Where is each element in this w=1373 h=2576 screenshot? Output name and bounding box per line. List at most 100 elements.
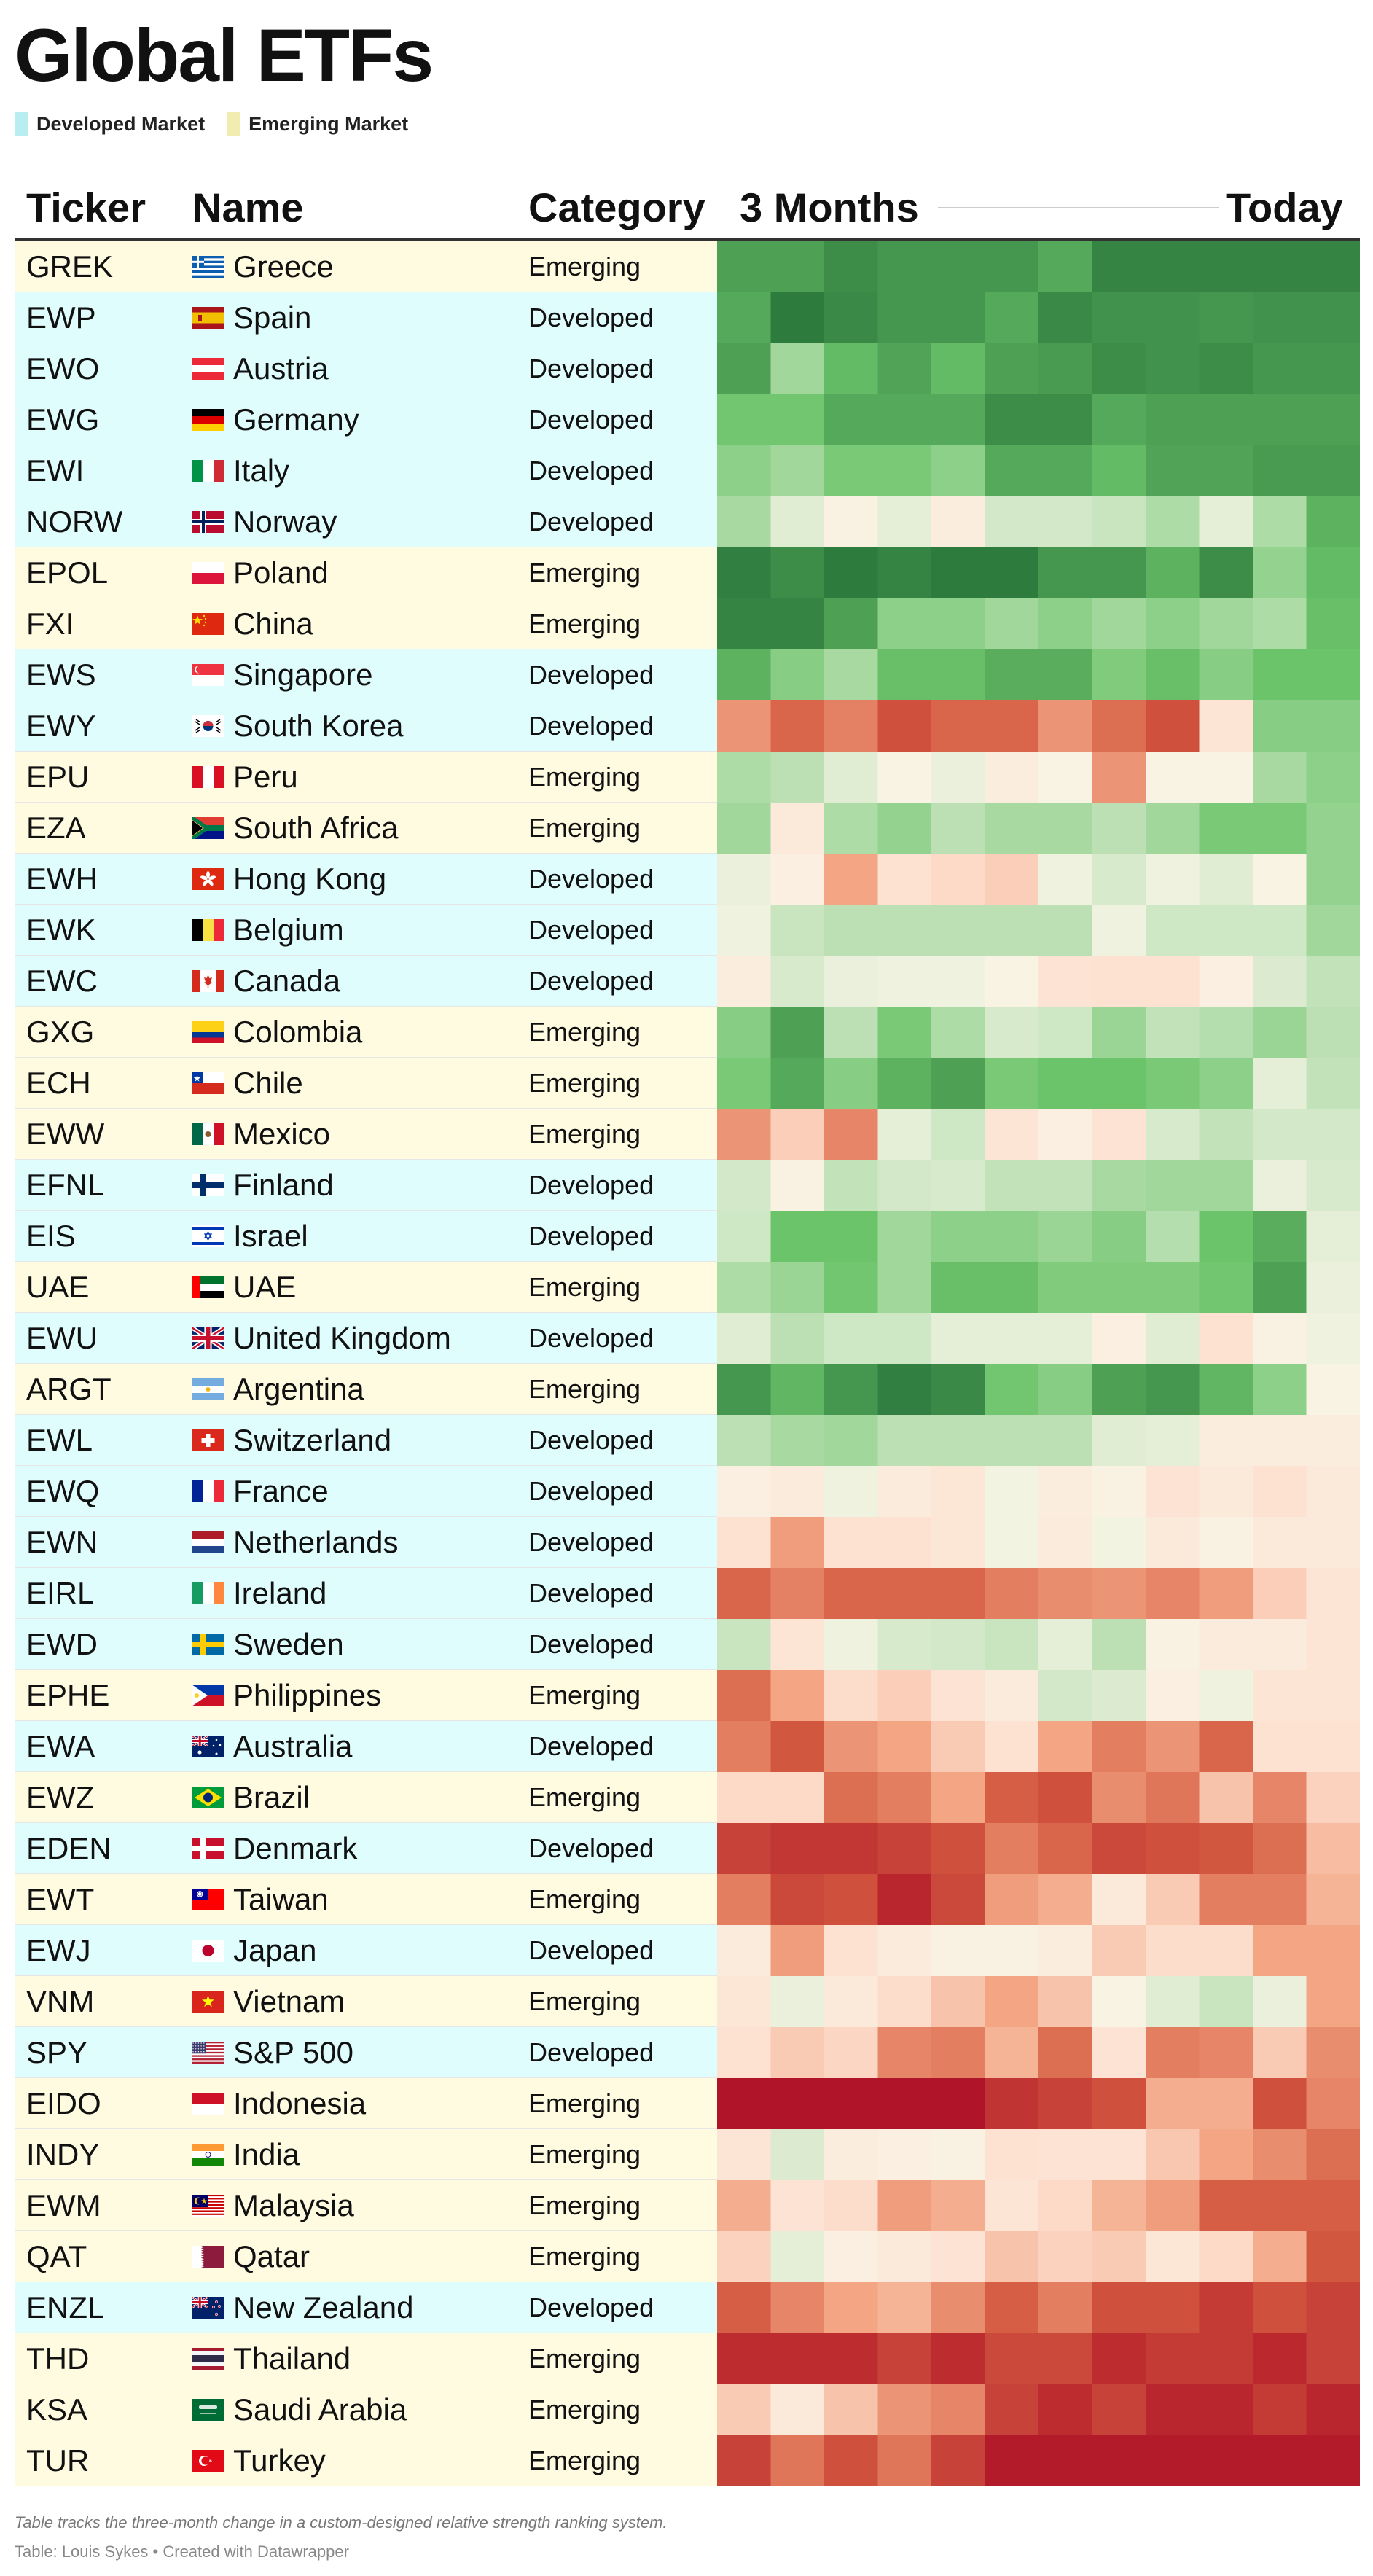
- heatmap-cell: [1253, 700, 1307, 752]
- heatmap-cell: [1038, 1109, 1093, 1160]
- heatmap-row: [717, 1772, 1360, 1823]
- heatmap-cell: [1038, 700, 1093, 752]
- heatmap-cell: [1306, 1721, 1360, 1772]
- heatmap-cell: [1038, 1721, 1093, 1772]
- heatmap-cell: [1306, 292, 1360, 343]
- heatmap-cell: [1038, 2282, 1093, 2333]
- heatmap-cell: [877, 1568, 932, 1619]
- heatmap-cell: [1253, 2384, 1307, 2435]
- heatmap-cell: [1146, 2078, 1200, 2129]
- heatmap-cell: [770, 1721, 825, 1772]
- ticker-cell: EPHE: [26, 1678, 110, 1712]
- heatmap-cell: [1146, 1262, 1200, 1313]
- heatmap-cell: [770, 1364, 825, 1415]
- header-ticker[interactable]: Ticker: [26, 184, 146, 230]
- heatmap-cell: [1306, 394, 1360, 445]
- colombia-flag-icon: [192, 1021, 224, 1043]
- ticker-cell: GREK: [26, 249, 114, 284]
- table-row: EWZ Brazil Emerging: [15, 1772, 1360, 1823]
- heatmap-cell: [1092, 1823, 1146, 1874]
- ticker-cell: EDEN: [26, 1831, 112, 1865]
- name-cell: Israel: [233, 1219, 308, 1253]
- heatmap-cell: [824, 1364, 879, 1415]
- header-name[interactable]: Name: [192, 184, 304, 230]
- heatmap-cell: [877, 1466, 932, 1517]
- heatmap-cell: [824, 394, 879, 445]
- heatmap-cell: [824, 1976, 879, 2027]
- category-cell: Emerging: [528, 1272, 641, 1302]
- name-cell: Germany: [233, 402, 359, 437]
- ticker-cell: EWS: [26, 657, 96, 692]
- heatmap-cell: [1253, 905, 1307, 956]
- heatmap-cell: [877, 1823, 932, 1874]
- heatmap-cell: [985, 1823, 1039, 1874]
- heatmap-cell: [1038, 1619, 1093, 1670]
- heatmap-cell: [1092, 803, 1146, 854]
- heatmap-cell: [824, 1823, 879, 1874]
- ticker-cell: EWD: [26, 1627, 98, 1661]
- header-category[interactable]: Category: [528, 184, 705, 230]
- heatmap-cell: [1306, 1058, 1360, 1109]
- category-cell: Developed: [528, 2037, 654, 2067]
- heatmap-cell: [770, 1211, 825, 1262]
- heatmap-cell: [877, 1925, 932, 1976]
- heatmap-cell: [770, 1925, 825, 1976]
- heatmap-cell: [770, 343, 825, 394]
- ticker-cell: NORW: [26, 504, 123, 539]
- category-cell: Developed: [528, 1731, 654, 1761]
- heatmap-cell: [877, 496, 932, 547]
- heatmap-cell: [1146, 2282, 1200, 2333]
- heatmap-cell: [1253, 2027, 1307, 2078]
- heatmap-cell: [824, 2333, 879, 2384]
- heatmap-cell: [1253, 1619, 1307, 1670]
- heatmap-cell: [877, 2129, 932, 2180]
- heatmap-cell: [1199, 752, 1253, 803]
- heatmap-cell: [717, 1262, 772, 1313]
- heatmap-cell: [1253, 1823, 1307, 1874]
- name-cell: South Africa: [233, 811, 399, 845]
- heatmap-cell: [717, 2333, 772, 2384]
- canada-flag-icon: [192, 970, 224, 992]
- category-cell: Developed: [528, 456, 654, 485]
- heatmap-cell: [717, 2078, 772, 2129]
- norway-flag-icon: [192, 511, 224, 533]
- heatmap-cell: [1146, 1874, 1200, 1925]
- name-cell: Chile: [233, 1066, 303, 1100]
- australia-flag-icon: [192, 1736, 224, 1757]
- heatmap-cell: [1306, 1466, 1360, 1517]
- heatmap-cell: [1146, 343, 1200, 394]
- category-cell: Emerging: [528, 2190, 641, 2220]
- heatmap-cell: [1092, 1568, 1146, 1619]
- ticker-cell: EWW: [26, 1117, 105, 1151]
- heatmap-cell: [1199, 2384, 1253, 2435]
- heatmap-cell: [1038, 394, 1093, 445]
- category-cell: Emerging: [528, 1374, 641, 1404]
- heatmap-row: [717, 343, 1360, 394]
- ticker-cell: EIRL: [26, 1576, 95, 1610]
- heatmap-row: [717, 2435, 1360, 2486]
- table-row: EWY South Korea Developed: [15, 700, 1360, 752]
- heatmap-cell: [1253, 2231, 1307, 2282]
- heatmap-cell: [770, 2231, 825, 2282]
- heatmap-cell: [1038, 1874, 1093, 1925]
- heatmap-cell: [717, 752, 772, 803]
- heatmap-cell: [1146, 1925, 1200, 1976]
- heatmap-cell: [931, 1058, 986, 1109]
- name-cell: Brazil: [233, 1780, 310, 1814]
- heatmap-cell: [1146, 241, 1200, 292]
- heatmap-cell: [1092, 2384, 1146, 2435]
- ticker-cell: EPU: [26, 760, 90, 794]
- heatmap-cell: [770, 1160, 825, 1211]
- heatmap-cell: [985, 1160, 1039, 1211]
- name-cell: United Kingdom: [233, 1321, 451, 1355]
- heatmap-cell: [931, 343, 986, 394]
- heatmap-cell: [1306, 752, 1360, 803]
- heatmap-cell: [1146, 1823, 1200, 1874]
- heatmap-cell: [985, 956, 1039, 1007]
- heatmap-cell: [1092, 1976, 1146, 2027]
- heatmap-cell: [1306, 1976, 1360, 2027]
- heatmap-cell: [717, 445, 772, 496]
- table-row: EIDO Indonesia Emerging: [15, 2078, 1360, 2129]
- heatmap-cell: [1199, 394, 1253, 445]
- heatmap-cell: [1092, 1109, 1146, 1160]
